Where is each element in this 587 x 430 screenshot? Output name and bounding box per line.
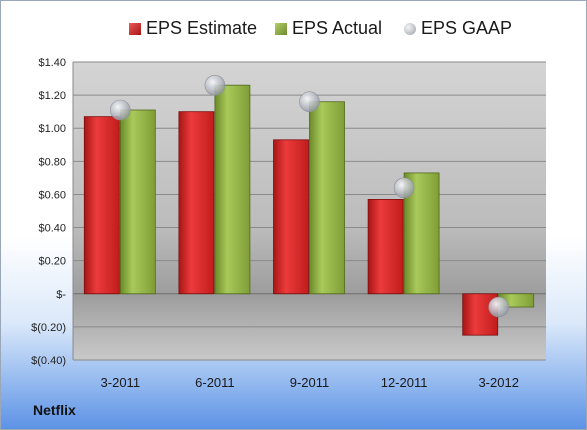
y-tick-label: $0.80	[38, 156, 66, 168]
company-label: Netflix	[33, 402, 76, 418]
x-tick-label: 6-2011	[195, 375, 235, 390]
marker-eps-gaap	[488, 296, 510, 318]
bar-eps-estimate	[178, 111, 215, 295]
y-tick-label: $-	[56, 289, 66, 301]
marker-eps-gaap	[299, 91, 320, 113]
marker-eps-gaap	[204, 74, 226, 96]
x-tick-label: 9-2011	[290, 375, 330, 390]
y-tick-label: $1.40	[38, 57, 66, 69]
y-tick-label: $(0.20)	[31, 322, 66, 334]
legend-swatch-eps-actual	[275, 23, 287, 35]
bar-eps-estimate	[83, 116, 120, 295]
y-tick-label: $(0.40)	[31, 355, 66, 367]
bar-eps-actual	[309, 101, 345, 295]
y-tick-label: $0.40	[38, 223, 66, 235]
legend-label-eps-actual: EPS Actual	[292, 18, 383, 38]
bar-eps-estimate	[273, 139, 309, 295]
bar-eps-estimate	[367, 199, 404, 295]
x-tick-label: 3-2011	[101, 375, 141, 390]
legend-label-eps-estimate: EPS Estimate	[146, 18, 258, 38]
legend-swatch-eps-gaap	[404, 23, 416, 35]
y-tick-label: $0.60	[38, 189, 66, 201]
x-tick-label: 3-2012	[478, 375, 518, 390]
x-tick-label: 12-2011	[381, 375, 428, 390]
y-tick-label: $1.20	[38, 90, 66, 102]
marker-eps-gaap	[393, 177, 415, 199]
bar-eps-actual	[119, 109, 156, 295]
legend-label-eps-gaap: EPS GAAP	[421, 18, 513, 38]
marker-eps-gaap	[110, 99, 131, 121]
y-tick-label: $1.00	[38, 123, 66, 135]
legend-swatch-eps-estimate	[129, 23, 141, 35]
y-tick-label: $0.20	[38, 256, 66, 268]
bar-eps-actual	[214, 84, 251, 295]
